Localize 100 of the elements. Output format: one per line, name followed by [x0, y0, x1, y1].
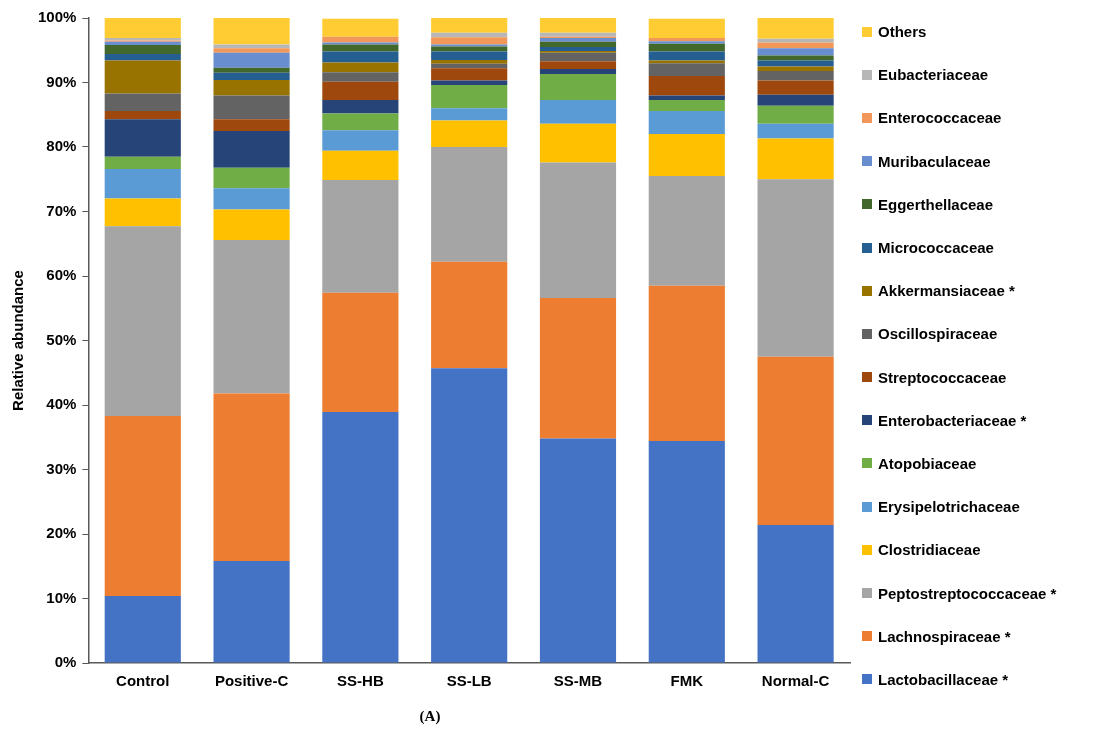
- bar: [104, 110, 181, 120]
- legend-label: Streptococcaceae: [878, 368, 1007, 386]
- x-tick-label: FMK: [670, 672, 704, 690]
- x-tick-label: Positive-C: [214, 672, 289, 690]
- legend-label: Lachnospiraceae *: [878, 627, 1011, 645]
- bar: [322, 99, 399, 114]
- bar: [213, 52, 290, 68]
- text: (A): [418, 708, 442, 725]
- bar: [757, 356, 834, 525]
- bar: [757, 123, 834, 139]
- bar: [539, 438, 617, 663]
- bar: [322, 81, 399, 100]
- bar: [539, 123, 617, 163]
- y-tick-label: 90%: [46, 72, 77, 90]
- bar: [431, 85, 508, 109]
- bar: [648, 43, 725, 52]
- bar: [431, 147, 508, 262]
- bar: [431, 18, 508, 33]
- bar: [648, 51, 725, 61]
- bar: [539, 41, 617, 48]
- bar: [104, 54, 181, 61]
- bar: [648, 134, 725, 177]
- bar: [431, 59, 508, 64]
- bar: [648, 37, 725, 42]
- legend-label: Others: [878, 23, 927, 41]
- legend-label: Akkermansiaceae *: [878, 282, 1015, 300]
- bar: [213, 18, 290, 45]
- bar: [322, 72, 399, 82]
- bar: [322, 113, 399, 131]
- bar: [431, 368, 508, 663]
- bar: [431, 68, 508, 81]
- y-tick-label: 100%: [37, 8, 77, 26]
- legend-label: Enterococcaceae: [878, 109, 1002, 127]
- bar: [104, 415, 181, 596]
- bar: [213, 79, 290, 96]
- y-tick-label: 40%: [46, 395, 77, 413]
- bar: [757, 80, 834, 95]
- y-tick-label: 20%: [46, 524, 77, 542]
- bar: [431, 108, 508, 121]
- bar: [213, 44, 290, 49]
- legend-label: Eubacteriaceae: [878, 66, 989, 84]
- bar: [648, 18, 725, 38]
- bar: [757, 48, 834, 56]
- y-tick-label: 60%: [46, 266, 77, 284]
- y-tick-label: 10%: [46, 588, 77, 606]
- bar: [104, 93, 181, 111]
- bar: [431, 46, 508, 52]
- bar: [322, 130, 399, 151]
- x-tick-label: Control: [116, 672, 170, 690]
- bar: [648, 99, 725, 111]
- bar: [539, 18, 617, 33]
- bar: [757, 94, 834, 106]
- y-tick-label: 50%: [46, 330, 77, 348]
- bar: [104, 595, 181, 663]
- y-tick-label: 80%: [46, 137, 77, 155]
- legend-label: Oscillospiraceae: [878, 325, 998, 343]
- legend-label: Enterobacteriaceae *: [878, 411, 1027, 429]
- bar: [757, 18, 834, 39]
- bar: [757, 105, 834, 124]
- x-tick-label: SS-HB: [337, 672, 384, 690]
- bar: [213, 130, 290, 168]
- bar: [104, 45, 181, 55]
- bar: [648, 95, 725, 100]
- bar: [213, 95, 290, 120]
- bar: [757, 38, 834, 43]
- legend-label: Atopobiaceae: [878, 454, 977, 472]
- bar: [104, 168, 181, 199]
- bar: [539, 52, 617, 62]
- bar: [213, 561, 290, 663]
- bar: [648, 76, 725, 96]
- bar: [104, 41, 181, 46]
- bar: [539, 74, 617, 100]
- bar: [539, 37, 617, 42]
- y-tick-label: 30%: [46, 459, 77, 477]
- bar: [757, 70, 834, 81]
- bar: [648, 110, 725, 135]
- bar: [213, 239, 290, 394]
- bar: [539, 32, 617, 37]
- bar: [322, 179, 399, 293]
- bar: [539, 99, 617, 124]
- x-tick-label: SS-LB: [446, 672, 492, 690]
- bar: [213, 167, 290, 189]
- bar: [539, 68, 617, 75]
- legend-label: Clostridiaceae: [878, 541, 981, 559]
- bar: [431, 120, 508, 147]
- bar: [431, 37, 508, 45]
- bar: [213, 393, 290, 562]
- bar: [539, 61, 617, 69]
- x-tick-label: SS-MB: [553, 672, 603, 690]
- bar: [757, 524, 834, 663]
- bar: [757, 66, 834, 71]
- bar: [648, 63, 725, 77]
- bar: [213, 67, 290, 73]
- bar: [648, 441, 725, 663]
- y-axis-title: Relative abundance: [9, 270, 27, 411]
- bar: [104, 119, 181, 157]
- bar: [322, 51, 399, 63]
- bar: [322, 292, 399, 413]
- bar: [322, 18, 399, 37]
- bar: [213, 48, 290, 53]
